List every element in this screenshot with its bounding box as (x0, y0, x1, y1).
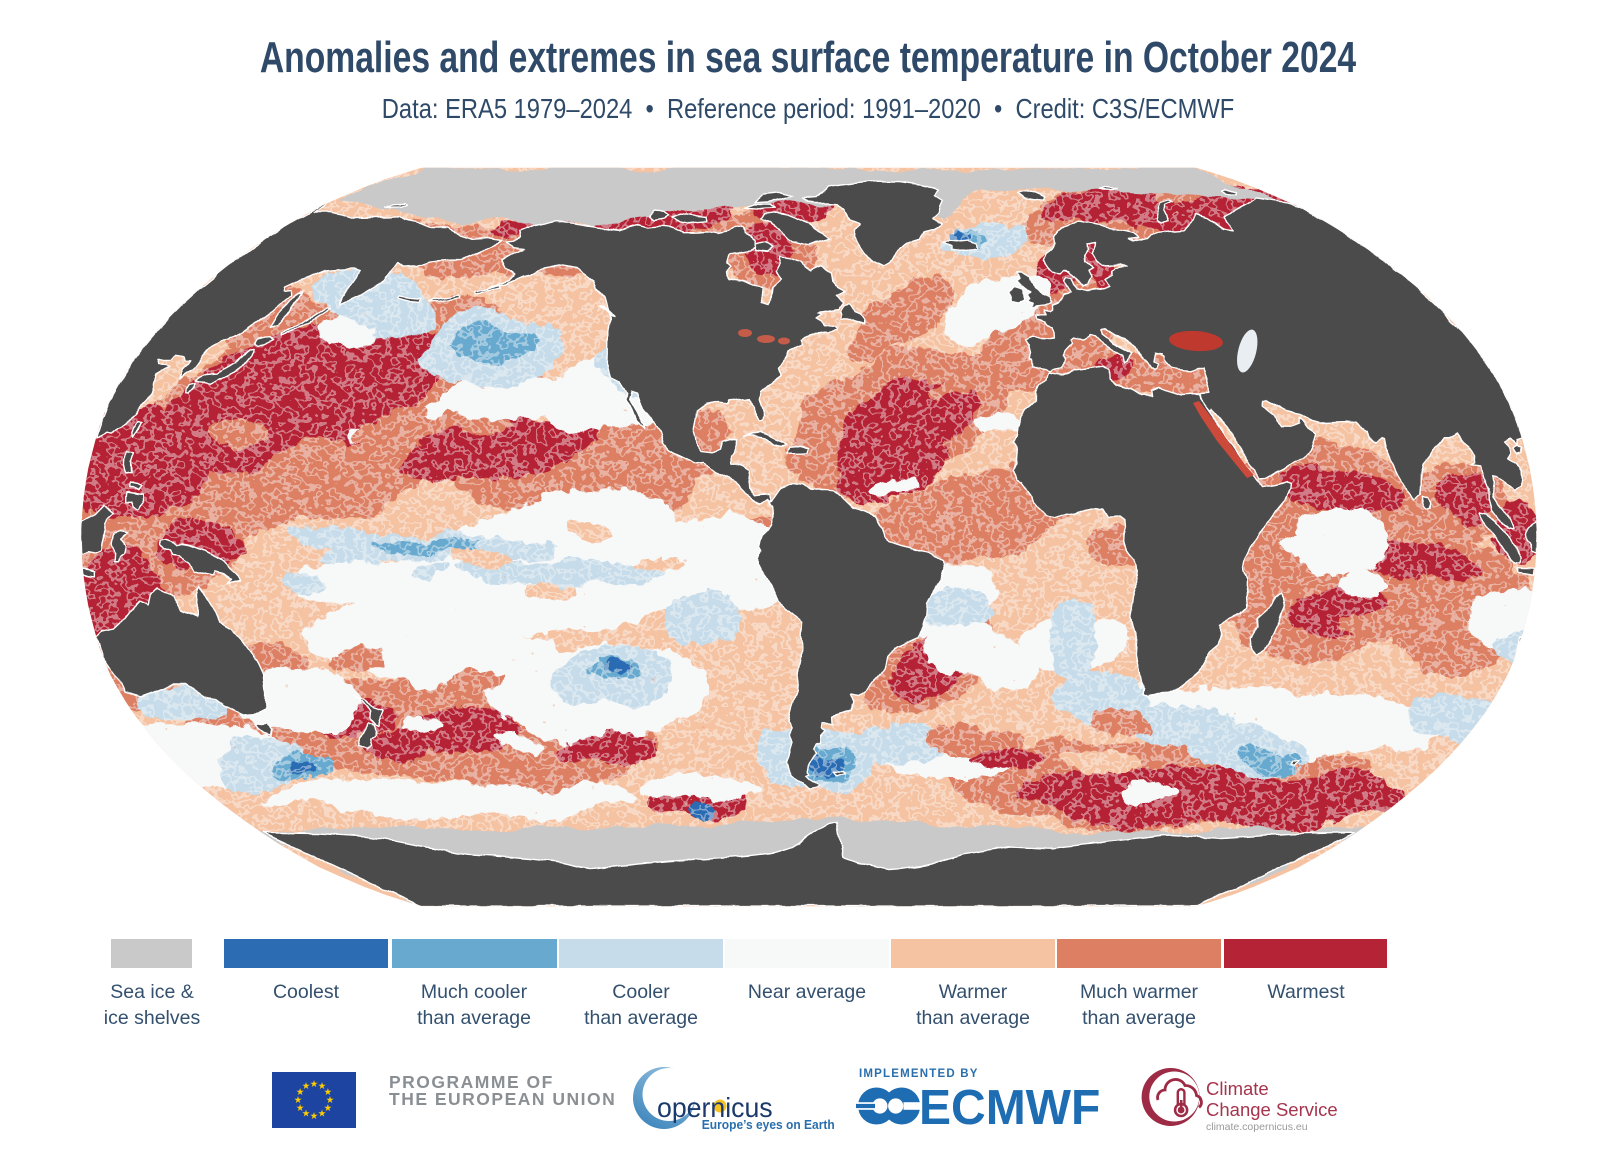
svg-text:climate.copernicus.eu: climate.copernicus.eu (1206, 1121, 1308, 1133)
svg-text:★: ★ (310, 1079, 319, 1090)
svg-text:★: ★ (294, 1095, 303, 1106)
svg-text:★: ★ (324, 1087, 333, 1098)
svg-text:★: ★ (310, 1111, 319, 1122)
svg-text:Climate: Climate (1206, 1078, 1269, 1099)
svg-text:★: ★ (326, 1095, 335, 1106)
svg-text:★: ★ (318, 1081, 327, 1092)
svg-text:IMPLEMENTED BY: IMPLEMENTED BY (859, 1068, 979, 1080)
svg-text:Europe’s eyes on Earth: Europe’s eyes on Earth (702, 1118, 835, 1132)
svg-text:Change Service: Change Service (1206, 1099, 1338, 1120)
svg-text:★: ★ (318, 1109, 327, 1120)
svg-text:★: ★ (302, 1081, 311, 1092)
svg-text:★: ★ (296, 1087, 305, 1098)
svg-text:★: ★ (296, 1103, 305, 1114)
svg-text:ECMWF: ECMWF (919, 1080, 1100, 1135)
svg-text:★: ★ (302, 1109, 311, 1120)
svg-text:★: ★ (324, 1103, 333, 1114)
svg-text:opernicus: opernicus (657, 1092, 773, 1123)
